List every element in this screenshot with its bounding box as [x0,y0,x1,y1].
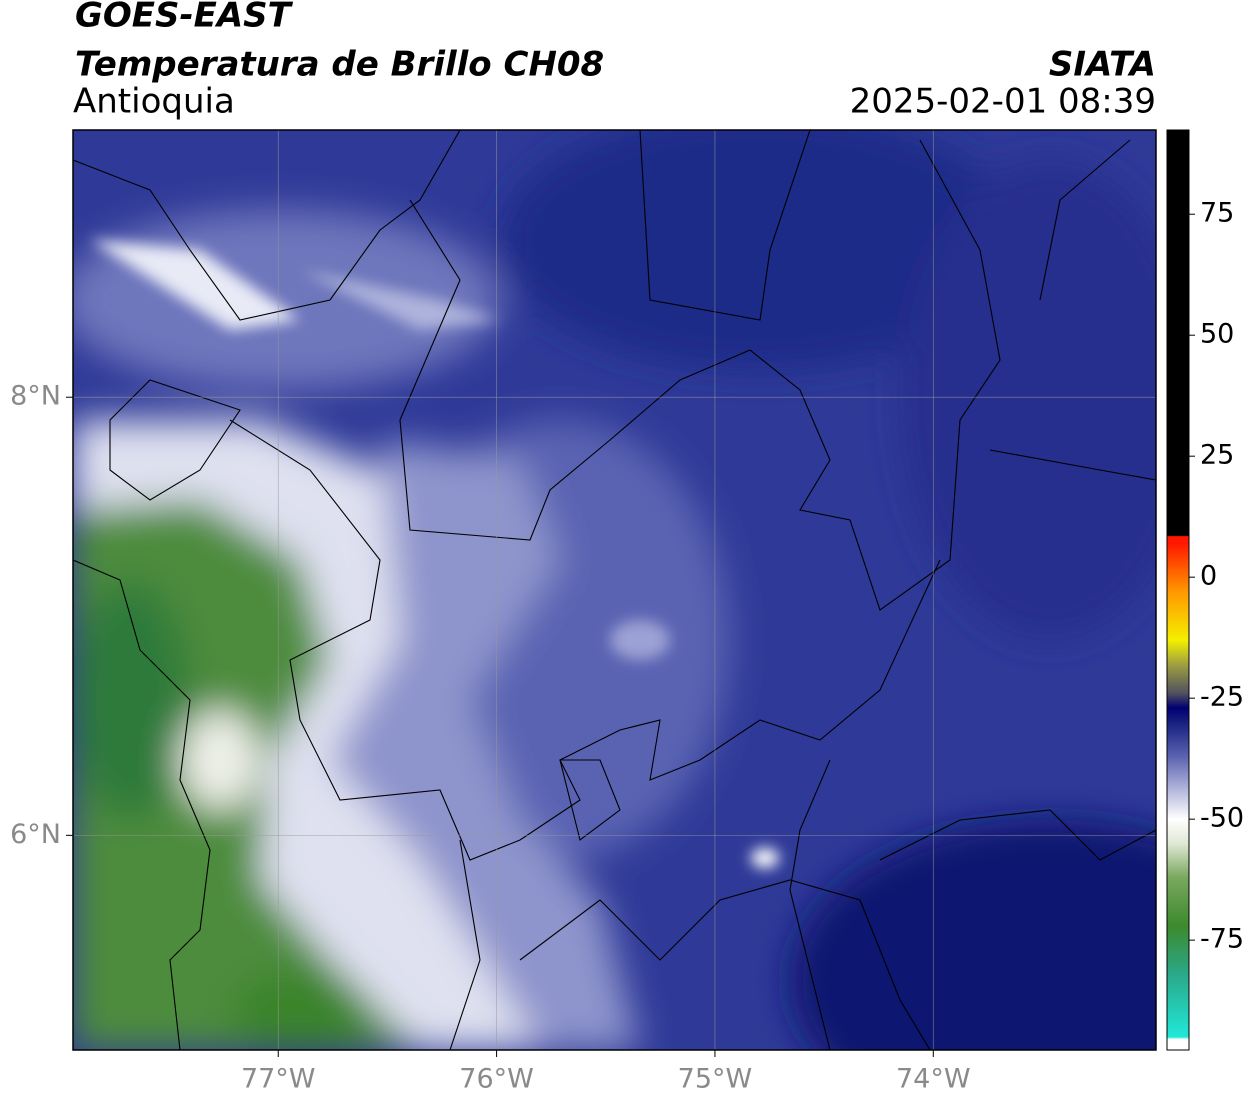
title: GOES-EAST [75,0,294,36]
coastline [109,379,241,501]
streak [300,270,500,330]
source: SIATA [1049,45,1156,85]
coastline [73,559,211,1050]
colorbar-label: 75 [1200,198,1234,229]
department-border [639,130,811,321]
colorbar-label: 0 [1200,561,1217,592]
colorbar-label: -50 [1200,803,1244,834]
clear-area [180,710,260,810]
region: Antioquia [73,82,235,122]
department-border [449,839,481,1050]
graticule [73,130,1156,1050]
municipal-border [559,759,621,841]
department-border [789,759,831,1050]
cold-top [500,130,1020,370]
x-tick-label: 75°W [678,1064,753,1095]
colorbar-label: 50 [1200,319,1234,350]
colorbar-label: -75 [1200,924,1244,955]
cold-top [790,820,1156,1050]
department-border [399,139,1001,611]
satellite-image [73,130,1156,1050]
warm-area [230,970,370,1050]
cold-top [900,160,1156,640]
colorbar-label: -25 [1200,682,1244,713]
x-tick-label: 77°W [241,1064,316,1095]
x-tick-label: 74°W [896,1064,971,1095]
subtitle: Temperatura de Brillo CH08 [75,45,604,85]
cloud-streaks [90,240,779,868]
department-border [229,419,941,861]
y-tick-label: 6°N [10,819,61,850]
x-tick-label: 76°W [459,1064,534,1095]
department-border [989,449,1156,481]
warm-area [73,580,190,820]
streak [610,620,670,660]
department-border [1039,139,1131,301]
borders [73,130,1156,1050]
map-frame [72,129,1157,1051]
colorbar [1166,129,1190,1051]
streak [751,848,779,868]
streak [90,240,300,330]
warm-area [330,440,640,1050]
y-tick-label: 8°N [10,381,61,412]
department-border [519,879,931,1050]
colorbar-label: 25 [1200,440,1234,471]
datetime: 2025-02-01 08:39 [850,82,1156,122]
